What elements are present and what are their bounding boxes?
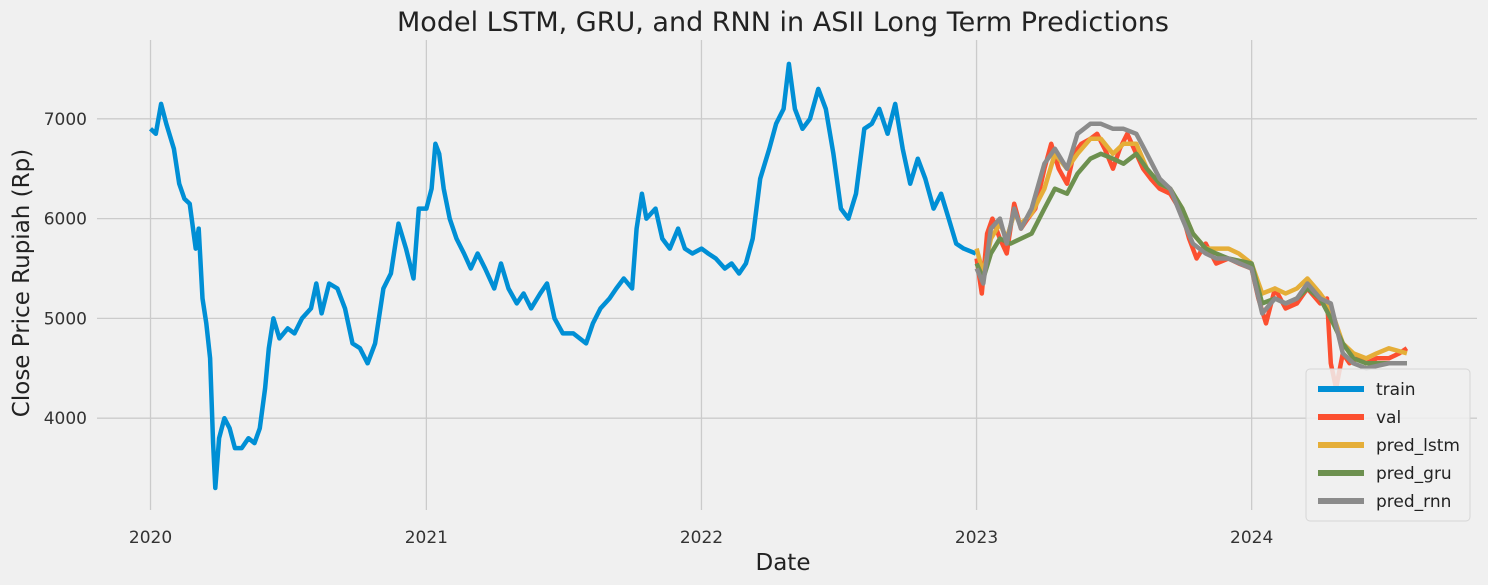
- series-line-train: [148, 61, 977, 491]
- legend-label-pred_gru: pred_gru: [1376, 464, 1452, 484]
- y-axis-label: Close Price Rupiah (Rp): [9, 149, 35, 417]
- x-axis-label: Date: [756, 550, 811, 576]
- x-tick-label: 2021: [405, 528, 448, 548]
- grid-lines: [97, 40, 1477, 510]
- y-tick-label: 7000: [44, 110, 87, 130]
- legend-box: [1305, 368, 1471, 522]
- legend-label-train: train: [1376, 380, 1416, 400]
- legend-label-pred_lstm: pred_lstm: [1376, 436, 1460, 456]
- y-tick-label: 6000: [44, 210, 87, 230]
- chart-title: Model LSTM, GRU, and RNN in ASII Long Te…: [397, 7, 1169, 38]
- series-line-pred_rnn: [974, 121, 1407, 371]
- y-tick-label: 5000: [44, 309, 87, 329]
- x-tick-label: 2024: [1230, 528, 1273, 548]
- x-tick-label: 2022: [680, 528, 723, 548]
- x-tick-label: 2020: [129, 528, 172, 548]
- y-tick-label: 4000: [44, 409, 87, 429]
- legend: train val pred_lstm pred_gru pred_rnn: [1305, 368, 1471, 522]
- tick-labels: 4000 5000 6000 7000 2020 2021 2022 2023 2024: [44, 110, 1274, 548]
- legend-label-pred_rnn: pred_rnn: [1376, 492, 1451, 512]
- x-tick-label: 2023: [955, 528, 998, 548]
- legend-label-val: val: [1376, 408, 1401, 428]
